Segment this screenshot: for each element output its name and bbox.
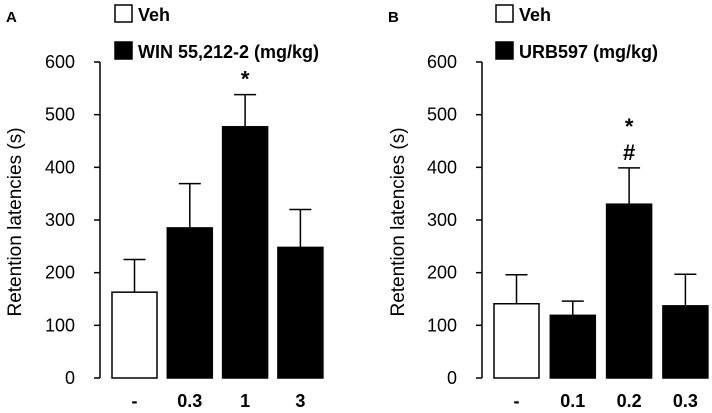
x-tick-labels: - 0.3 1 3 (132, 391, 306, 411)
x-tick-label: 1 (240, 391, 250, 411)
bar (166, 227, 214, 379)
legend-veh-label: Veh (138, 5, 170, 25)
legend-veh-swatch (495, 4, 514, 23)
legend-drug-label: WIN 55,212-2 (mg/kg) (138, 42, 319, 62)
x-tick-label: - (514, 391, 520, 411)
bars: * (111, 67, 324, 379)
panel-label: B (388, 9, 399, 26)
y-tick-label: 0 (447, 368, 457, 388)
y-tick-label: 0 (65, 368, 75, 388)
significance-marker: # (623, 140, 635, 165)
y-tick-label: 600 (45, 52, 75, 72)
legend-drug-label: URB597 (mg/kg) (519, 42, 658, 62)
bar (111, 291, 158, 379)
bar (662, 305, 709, 379)
y-tick-label: 600 (427, 52, 457, 72)
bar (605, 203, 653, 379)
x-tick-labels: - 0.1 0.2 0.3 (514, 391, 698, 411)
bar (221, 126, 269, 379)
y-tick-label: 500 (427, 105, 457, 125)
panel-label: A (6, 9, 17, 26)
significance-marker: * (241, 67, 250, 92)
y-tick-label: 300 (427, 210, 457, 230)
legend-veh-swatch (114, 4, 133, 23)
y-axis: 0 100 200 300 400 500 600 (45, 52, 101, 388)
panel-a: A Veh WIN 55,212-2 (mg/kg) Retention lat… (5, 4, 324, 411)
bar (549, 314, 597, 379)
x-tick-label: 0.3 (673, 391, 698, 411)
y-tick-label: 200 (427, 263, 457, 283)
y-axis-label: Retention latencies (s) (5, 127, 26, 316)
legend-veh-label: Veh (519, 5, 551, 25)
x-tick-label: - (132, 391, 138, 411)
x-tick-label: 0.2 (617, 391, 642, 411)
legend-drug-swatch (114, 41, 133, 60)
y-tick-label: 500 (45, 105, 75, 125)
panel-b: B Veh URB597 (mg/kg) Retention latencies… (388, 4, 709, 411)
y-axis: 0 100 200 300 400 500 600 (427, 52, 483, 388)
y-tick-label: 400 (427, 157, 457, 177)
bar (493, 302, 540, 379)
y-tick-label: 300 (45, 210, 75, 230)
y-tick-label: 400 (45, 157, 75, 177)
y-axis-label: Retention latencies (s) (388, 127, 409, 316)
bar (277, 246, 324, 379)
y-tick-label: 100 (427, 315, 457, 335)
y-tick-label: 200 (45, 263, 75, 283)
x-tick-label: 0.3 (177, 391, 202, 411)
significance-marker: * (625, 114, 634, 139)
legend-drug-swatch (495, 41, 514, 60)
x-tick-label: 3 (295, 391, 305, 411)
y-tick-label: 100 (45, 315, 75, 335)
x-tick-label: 0.1 (560, 391, 585, 411)
bars: *# (493, 114, 709, 379)
